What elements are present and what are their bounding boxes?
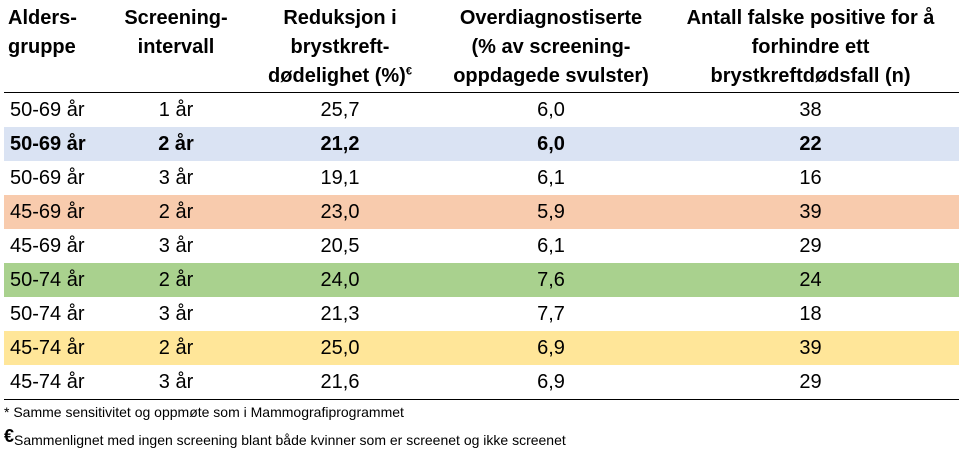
table-cell: 21,3: [320, 302, 360, 325]
table-cell: 3 år: [158, 302, 194, 325]
column-header-line: Alders-: [8, 7, 77, 29]
screening-table-container: Alders-gruppe Screening-intervall Reduksjo…: [4, 4, 966, 450]
column-header-line: Antall falske positive for å: [686, 7, 935, 29]
table-row: 45-74 år 3 år 21,6 6,9 29: [4, 365, 959, 400]
table-row: 50-74 år 3 år 21,3 7,7 18: [4, 297, 959, 331]
table-cell: 18: [799, 302, 822, 325]
column-header-line: brystkreft-: [290, 36, 390, 58]
table-cell: 50-74 år: [10, 302, 85, 325]
footnote-marker: €: [405, 65, 412, 78]
footnote-symbol: €: [4, 426, 15, 446]
table-cell: 20,5: [320, 234, 360, 257]
table-cell: 50-69 år: [10, 166, 85, 189]
table-cell: 45-69 år: [10, 200, 85, 223]
table-cell: 3 år: [158, 234, 194, 257]
table-cell: 5,9: [537, 200, 565, 223]
table-cell: 21,2: [320, 132, 360, 155]
column-header-2: Screening-intervall: [112, 4, 240, 93]
table-cell: 21,6: [320, 370, 360, 393]
table-row: 50-69 år 1 år 25,7 6,0 38: [4, 92, 959, 127]
column-header-line: intervall: [137, 36, 215, 58]
table-cell: 2 år: [158, 132, 194, 155]
column-header-line: brystkreftdødsfall (n): [710, 65, 911, 87]
table-cell: 25,7: [320, 98, 360, 121]
table-cell: 45-69 år: [10, 234, 85, 257]
column-header-3: Reduksjon i brystkreft-dødelighet (%)€: [240, 4, 440, 93]
table-cell: 3 år: [158, 370, 194, 393]
table-row: 45-74 år 2 år 25,0 6,9 39: [4, 331, 959, 365]
table-cell: 24: [799, 268, 822, 291]
table-cell: 29: [799, 370, 822, 393]
table-cell: 19,1: [320, 166, 360, 189]
table-cell: 45-74 år: [10, 370, 85, 393]
table-row: 45-69 år 3 år 20,5 6,1 29: [4, 229, 959, 263]
table-cell: 7,7: [537, 302, 565, 325]
column-header-line: Screening-: [124, 7, 228, 29]
table-cell: 22: [799, 132, 822, 155]
table-cell: 39: [799, 336, 822, 359]
screening-results-table: Alders-gruppe Screening-intervall Reduksjo…: [4, 4, 959, 400]
column-header-line: dødelighet (%): [268, 65, 406, 87]
column-header-4: Overdiagnostiserte (% av screening-oppdag…: [440, 4, 662, 93]
footnote-comparison: €Sammenlignet med ingen screening blant …: [4, 426, 966, 450]
table-cell: 50-69 år: [10, 132, 86, 155]
table-cell: 45-74 år: [10, 336, 85, 359]
column-header-line: (% av screening-: [471, 36, 631, 58]
footnote-sensitivity: * Samme sensitivitet og oppmøte som i Ma…: [4, 404, 404, 420]
column-header-line: Overdiagnostiserte: [459, 7, 643, 29]
table-cell: 2 år: [158, 268, 194, 291]
table-cell: 6,1: [537, 166, 565, 189]
table-cell: 25,0: [320, 336, 360, 359]
table-cell: 24,0: [320, 268, 360, 291]
table-cell: 6,9: [537, 336, 565, 359]
table-cell: 6,9: [537, 370, 565, 393]
table-cell: 6,1: [537, 234, 565, 257]
table-row: 45-69 år 2 år 23,0 5,9 39: [4, 195, 959, 229]
column-header-line: Reduksjon i: [283, 7, 397, 29]
table-cell: 50-69 år: [10, 98, 85, 121]
table-cell: 38: [799, 98, 822, 121]
column-header-line: forhindre ett: [751, 36, 870, 58]
table-header-row: Alders-gruppe Screening-intervall Reduksjo…: [4, 4, 959, 93]
table-cell: 6,0: [537, 98, 565, 121]
table-cell: 6,0: [537, 132, 565, 155]
column-header-1: Alders-gruppe: [4, 4, 112, 93]
footnote-comparison-text: Sammenlignet med ingen screening blant b…: [14, 432, 566, 448]
table-row: 50-69 år 3 år 19,1 6,1 16: [4, 161, 959, 195]
table-row: 50-69 år 2 år 21,2 6,0 22: [4, 127, 959, 161]
table-cell: 50-74 år: [10, 268, 85, 291]
table-cell: 39: [799, 200, 822, 223]
column-header-line: gruppe: [8, 36, 76, 58]
table-cell: 29: [799, 234, 822, 257]
table-cell: 2 år: [158, 200, 194, 223]
table-cell: 23,0: [320, 200, 360, 223]
table-cell: 16: [799, 166, 822, 189]
table-cell: 1 år: [158, 98, 194, 121]
table-cell: 2 år: [158, 336, 194, 359]
table-cell: 7,6: [537, 268, 565, 291]
table-row: 50-74 år 2 år 24,0 7,6 24: [4, 263, 959, 297]
table-cell: 3 år: [158, 166, 194, 189]
column-header-5: Antall falske positive for å forhindre et…: [662, 4, 959, 93]
table-body: 50-69 år 1 år 25,7 6,0 38 50-69 år 2 år 21,2 6,0…: [4, 92, 959, 400]
column-header-line: oppdagede svulster): [453, 65, 649, 87]
